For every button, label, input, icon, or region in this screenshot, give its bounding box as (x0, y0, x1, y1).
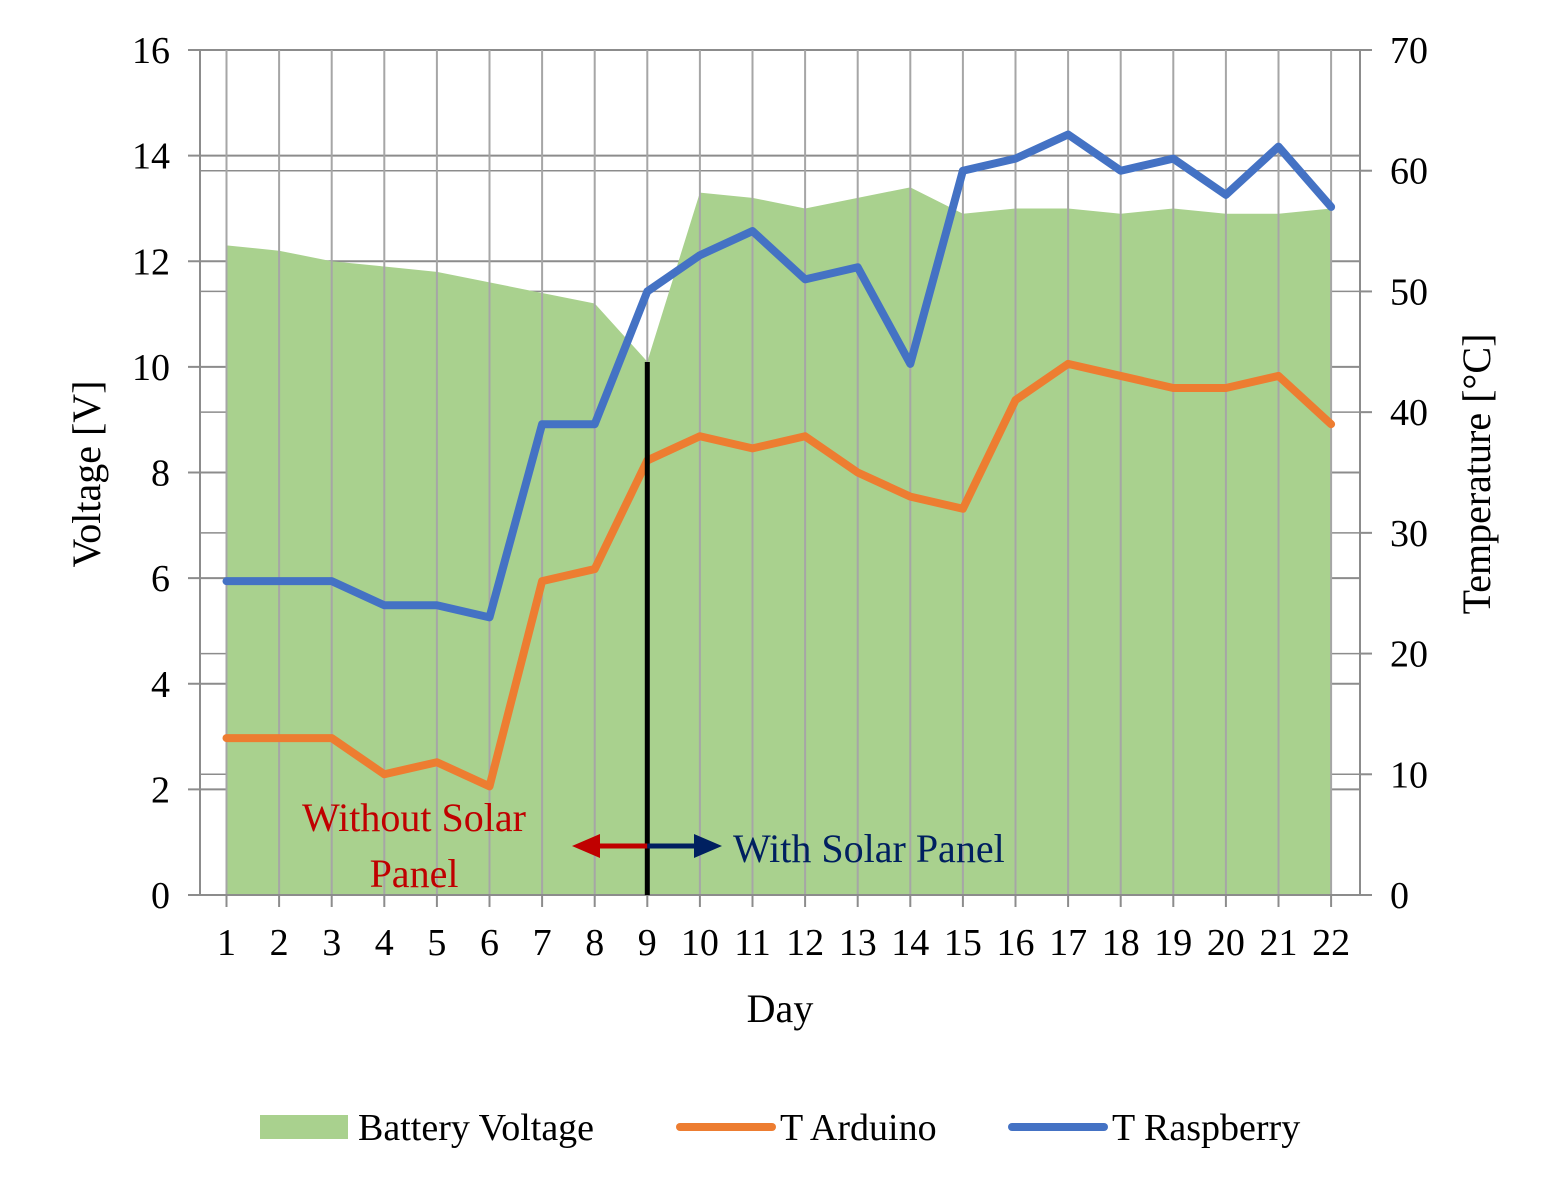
x-tick-label: 22 (1312, 922, 1350, 964)
x-tick-label: 4 (375, 922, 394, 964)
y-right-tick-label: 40 (1390, 392, 1428, 434)
legend: Battery Voltage T Arduino T Raspberry (260, 1107, 1300, 1149)
arrow-without-solar-head (572, 834, 600, 858)
y-left-tick-label: 0 (151, 875, 170, 917)
x-tick-label: 10 (681, 922, 719, 964)
y-right-tick-label: 50 (1390, 271, 1428, 313)
y-right-tick-label: 70 (1390, 30, 1428, 72)
x-tick-label: 18 (1102, 922, 1140, 964)
y-left-tick-label: 8 (151, 453, 170, 495)
arrow-with-solar-head (694, 834, 722, 858)
x-tick-label: 21 (1260, 922, 1298, 964)
x-tick-label: 13 (839, 922, 877, 964)
annotation-without-solar-line1: Without Solar (302, 795, 526, 840)
x-axis-title: Day (747, 986, 814, 1031)
annotation-with-solar: With Solar Panel (733, 826, 1005, 871)
x-tick-label: 19 (1154, 922, 1192, 964)
battery-voltage-area-layer (226, 187, 1332, 895)
battery-voltage-area (226, 187, 1332, 895)
y-axis-right-title: Temperature [°C] (1454, 334, 1499, 615)
x-tick-label: 1 (217, 922, 236, 964)
x-tick-label: 15 (944, 922, 982, 964)
x-tick-label: 6 (480, 922, 499, 964)
x-tick-label: 12 (786, 922, 824, 964)
x-tick-label: 7 (533, 922, 552, 964)
y-left-tick-label: 14 (132, 136, 170, 178)
series-line-t-raspberry (222, 130, 1336, 622)
y-left-tick-label: 16 (132, 30, 170, 72)
legend-label-t-arduino: T Arduino (780, 1107, 937, 1149)
x-tick-label: 17 (1049, 922, 1087, 964)
y-left-tick-label: 10 (132, 347, 170, 389)
legend-swatch-battery-voltage (260, 1115, 348, 1139)
y-left-tick-label: 12 (132, 241, 170, 283)
x-tick-label: 5 (427, 922, 446, 964)
y-right-tick-label: 0 (1390, 875, 1409, 917)
series-lines (222, 130, 1336, 791)
x-tick-label: 3 (322, 922, 341, 964)
y-left-tick-label: 4 (151, 664, 170, 706)
legend-label-t-raspberry: T Raspberry (1112, 1107, 1300, 1149)
axis-labels: Day Voltage [V] Temperature [°C] (64, 334, 1499, 1031)
annotations: Without Solar Panel With Solar Panel (302, 362, 1005, 896)
x-tick-label: 9 (638, 922, 657, 964)
series-line-t-arduino (222, 359, 1336, 791)
legend-label-battery-voltage: Battery Voltage (358, 1107, 594, 1149)
y-axis-left-title: Voltage [V] (64, 381, 109, 568)
gridlines (225, 50, 1333, 895)
y-left-tick-label: 6 (151, 558, 170, 600)
y-right-tick-label: 20 (1390, 634, 1428, 676)
y-left-tick-label: 2 (151, 769, 170, 811)
x-tick-label: 20 (1207, 922, 1245, 964)
y-right-tick-label: 10 (1390, 754, 1428, 796)
x-tick-label: 11 (734, 922, 771, 964)
x-tick-label: 16 (997, 922, 1035, 964)
y-right-tick-label: 60 (1390, 151, 1428, 193)
x-tick-label: 2 (270, 922, 289, 964)
x-tick-label: 8 (585, 922, 604, 964)
x-tick-label: 14 (891, 922, 929, 964)
annotation-without-solar-line2: Panel (370, 851, 459, 896)
y-right-tick-label: 30 (1390, 513, 1428, 555)
